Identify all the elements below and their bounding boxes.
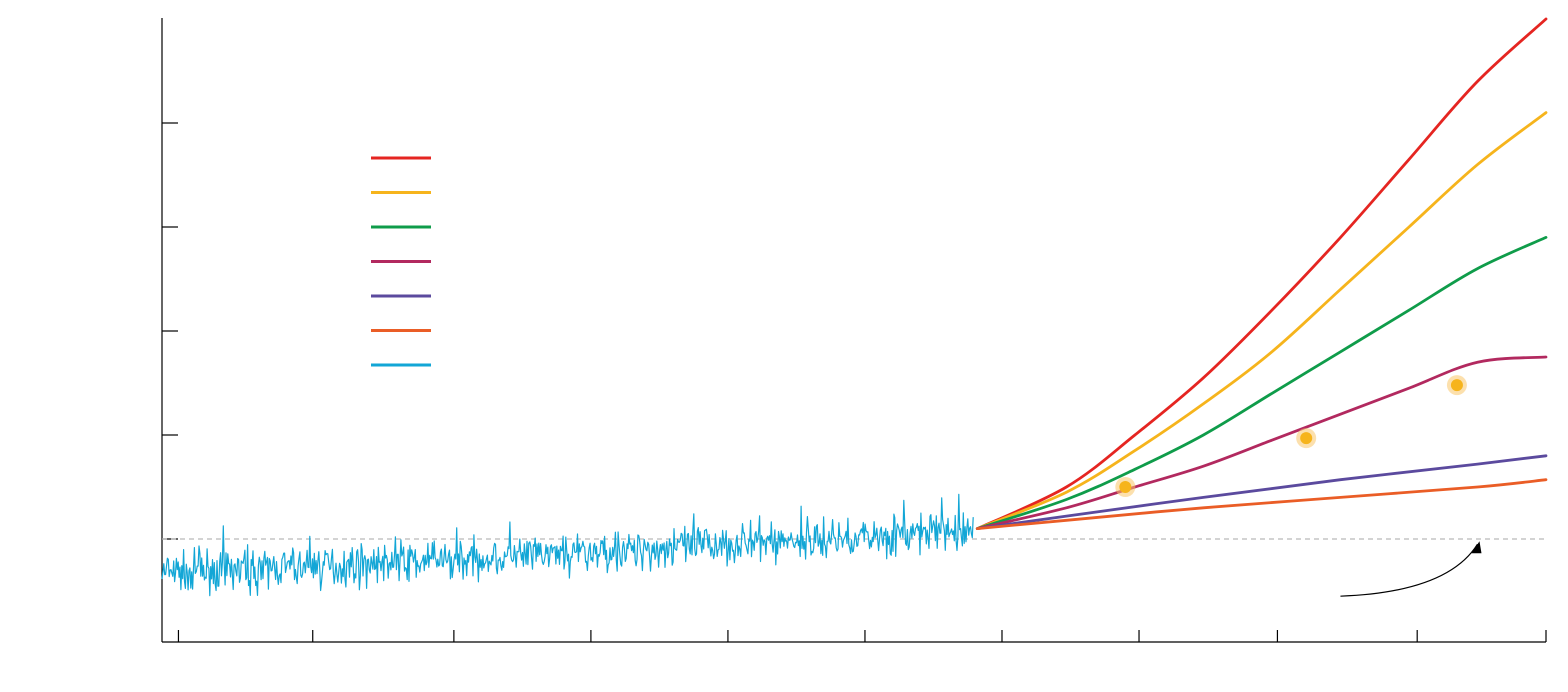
marker-point-2	[1450, 379, 1463, 392]
series-line-2	[975, 236, 1548, 530]
annotation-group	[1340, 541, 1482, 597]
axes	[161, 18, 1547, 643]
series-line-4	[975, 454, 1548, 530]
markers-group	[1115, 375, 1467, 497]
series-line-1	[975, 111, 1548, 530]
series-line-3	[975, 355, 1548, 530]
annotation-arrow-head	[1471, 541, 1482, 554]
legend	[371, 156, 431, 367]
series-line-5	[975, 478, 1548, 530]
series-group	[975, 17, 1548, 530]
observed-series-line	[161, 493, 974, 597]
marker-point-0	[1119, 481, 1132, 493]
observed-group	[161, 493, 974, 597]
marker-point-1	[1300, 432, 1313, 445]
series-line-0	[975, 17, 1548, 530]
annotation-arrow-line	[1340, 543, 1478, 597]
